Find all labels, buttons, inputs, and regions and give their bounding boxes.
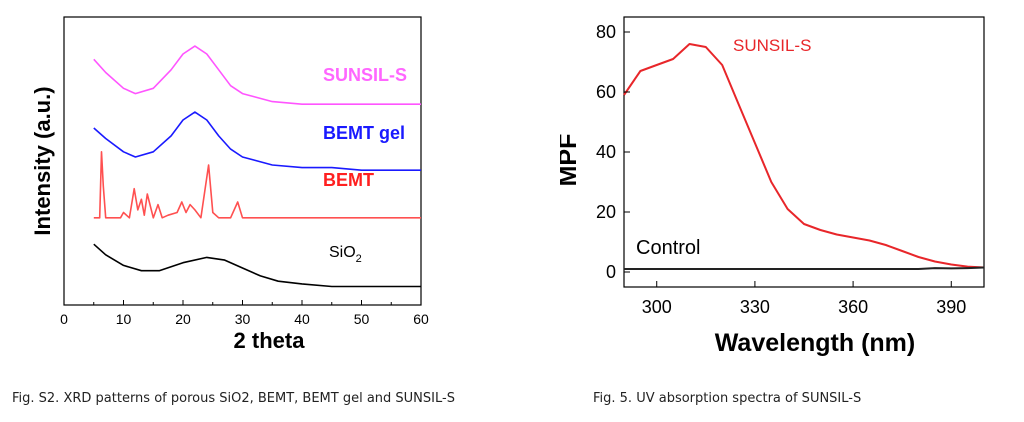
xrd-x-axis-label: 2 theta — [234, 328, 306, 353]
xrd-x-tick-label: 0 — [60, 311, 68, 327]
xrd-x-tick-label: 50 — [354, 311, 370, 327]
uv-label-control: Control — [636, 237, 700, 259]
uv-x-tick-label: 330 — [740, 297, 770, 317]
xrd-y-axis-label: Intensity (a.u.) — [30, 86, 55, 235]
xrd-series-bemt-gel — [93, 111, 421, 171]
uv-chart: 300 330 360 390 0 20 40 60 80 SUNSIL-S Control W… — [560, 16, 985, 357]
uv-series-sunsil-s — [623, 43, 985, 269]
uv-x-tick-label: 390 — [936, 297, 966, 317]
xrd-chart: 0 10 20 30 40 50 60 SUNSIL-S BEMT gel BEMT SiO… — [30, 16, 429, 353]
xrd-x-tick-label: 20 — [175, 311, 191, 327]
xrd-label-sio2: SiO2 — [329, 244, 362, 265]
uv-label-sunsil: SUNSIL-S — [733, 36, 811, 55]
xrd-label-sio2-sub: 2 — [356, 253, 362, 265]
caption-left: Fig. S2. XRD patterns of porous SiO2, BE… — [12, 391, 455, 406]
xrd-series-sunsil-s — [93, 45, 421, 105]
xrd-label-sunsil: SUNSIL-S — [323, 65, 407, 85]
xrd-label-sio2-main: SiO — [329, 244, 356, 261]
uv-y-axis-label: MPF — [560, 134, 582, 187]
uv-y-tick-label: 0 — [606, 262, 616, 282]
xrd-x-tick-label: 30 — [235, 311, 251, 327]
caption-right: Fig. 5. UV absorption spectra of SUNSIL-… — [593, 391, 862, 406]
uv-x-axis-label: Wavelength (nm) — [715, 329, 915, 357]
xrd-x-tick-label: 40 — [294, 311, 310, 327]
uv-y-tick-label: 60 — [596, 82, 616, 102]
uv-y-tick-label: 40 — [596, 142, 616, 162]
uv-x-tick-label: 300 — [642, 297, 672, 317]
xrd-x-tick-label: 10 — [116, 311, 132, 327]
xrd-series-sio2 — [93, 243, 421, 288]
xrd-x-tick-label: 60 — [413, 311, 429, 327]
uv-y-tick-label: 80 — [596, 22, 616, 42]
uv-series-control — [624, 266, 985, 270]
xrd-label-bemt: BEMT — [323, 170, 374, 190]
uv-y-tick-label: 20 — [596, 202, 616, 222]
xrd-label-gel: BEMT gel — [323, 123, 405, 143]
uv-x-tick-label: 360 — [838, 297, 868, 317]
xrd-series-bemt — [93, 151, 421, 219]
